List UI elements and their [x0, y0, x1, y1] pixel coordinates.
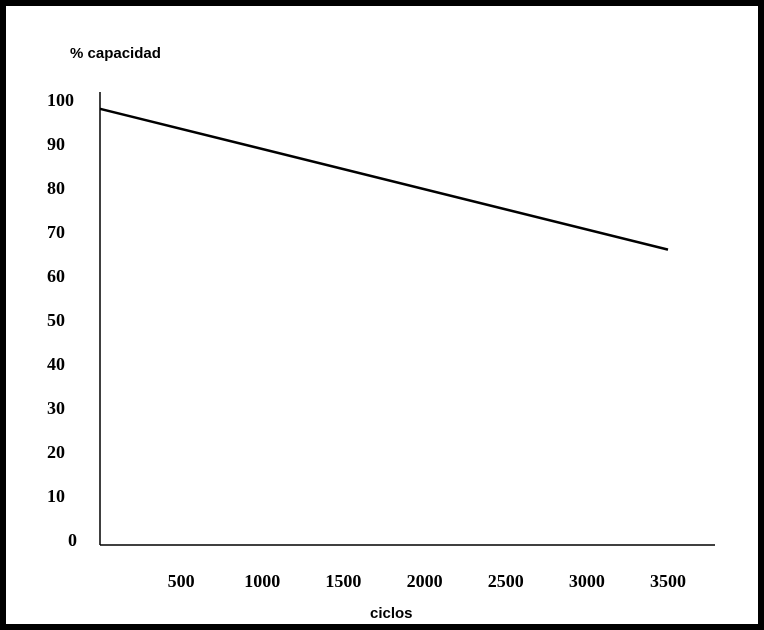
- x-tick-label: 1500: [325, 571, 361, 591]
- y-tick-label: 40: [47, 354, 65, 374]
- x-tick-label: 3500: [650, 571, 686, 591]
- x-tick-label: 1000: [244, 571, 280, 591]
- y-tick-label: 0: [68, 530, 77, 550]
- series-line: [99, 107, 669, 251]
- x-axis-label: ciclos: [370, 605, 413, 622]
- y-tick-label: 50: [47, 310, 65, 330]
- y-tick-label: 100: [47, 90, 74, 110]
- series-group: [99, 107, 669, 251]
- y-tick-label: 20: [47, 442, 65, 462]
- y-tick-label: 30: [47, 398, 65, 418]
- x-tick-label: 2000: [407, 571, 443, 591]
- y-tick-label: 80: [47, 178, 65, 198]
- x-tick-labels: 500 1000 1500 2000 2500 3000 3500: [168, 571, 686, 591]
- y-axis-label: % capacidad: [70, 45, 161, 62]
- y-tick-label: 10: [47, 486, 65, 506]
- x-tick-label: 2500: [488, 571, 524, 591]
- y-tick-label: 90: [47, 134, 65, 154]
- y-tick-label: 60: [47, 266, 65, 286]
- y-tick-label: 70: [47, 222, 65, 242]
- x-tick-label: 3000: [569, 571, 605, 591]
- x-tick-label: 500: [168, 571, 195, 591]
- y-tick-labels: 0 10 20 30 40 50 60 70 80 90 100: [47, 90, 77, 550]
